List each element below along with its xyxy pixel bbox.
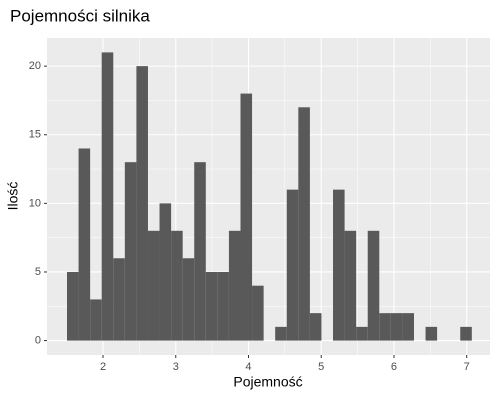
bar [390,313,403,341]
chart-title: Pojemności silnika [10,6,150,25]
bar [205,271,218,341]
x-tick-label: 3 [173,361,179,373]
bar [367,230,380,341]
bar [298,107,310,341]
bar [286,189,299,341]
y-tick-label: 20 [29,60,41,72]
y-tick-label: 15 [29,129,41,141]
x-tick-label: 6 [391,361,397,373]
bar [194,162,206,341]
y-tick-label: 5 [35,266,41,278]
bar [425,326,438,341]
x-tick-label: 5 [318,361,324,373]
bar [67,271,79,341]
bar [171,230,183,341]
x-tick-label: 7 [464,361,470,373]
bar [344,230,357,341]
bar [182,258,195,341]
bar [333,189,345,341]
bar [217,271,229,341]
x-tick-label: 2 [100,361,106,373]
y-axis-label: Ilość [5,182,21,211]
y-tick-label: 0 [35,334,41,346]
bar [159,203,172,341]
bar [78,148,91,341]
bar [101,52,114,341]
bar [402,313,414,341]
bar [379,313,391,341]
bar [309,313,322,341]
x-tick-label: 4 [245,361,251,373]
bar [113,258,125,341]
bar [147,230,160,341]
bar [124,162,137,341]
bar [275,326,287,341]
bar [356,326,368,341]
bar [240,93,253,341]
y-tick-label: 10 [29,197,41,209]
bar [90,299,102,341]
bar [252,285,264,341]
x-axis-label: Pojemność [233,374,302,390]
bar [460,326,472,341]
bar [228,230,241,341]
bar [136,66,148,341]
